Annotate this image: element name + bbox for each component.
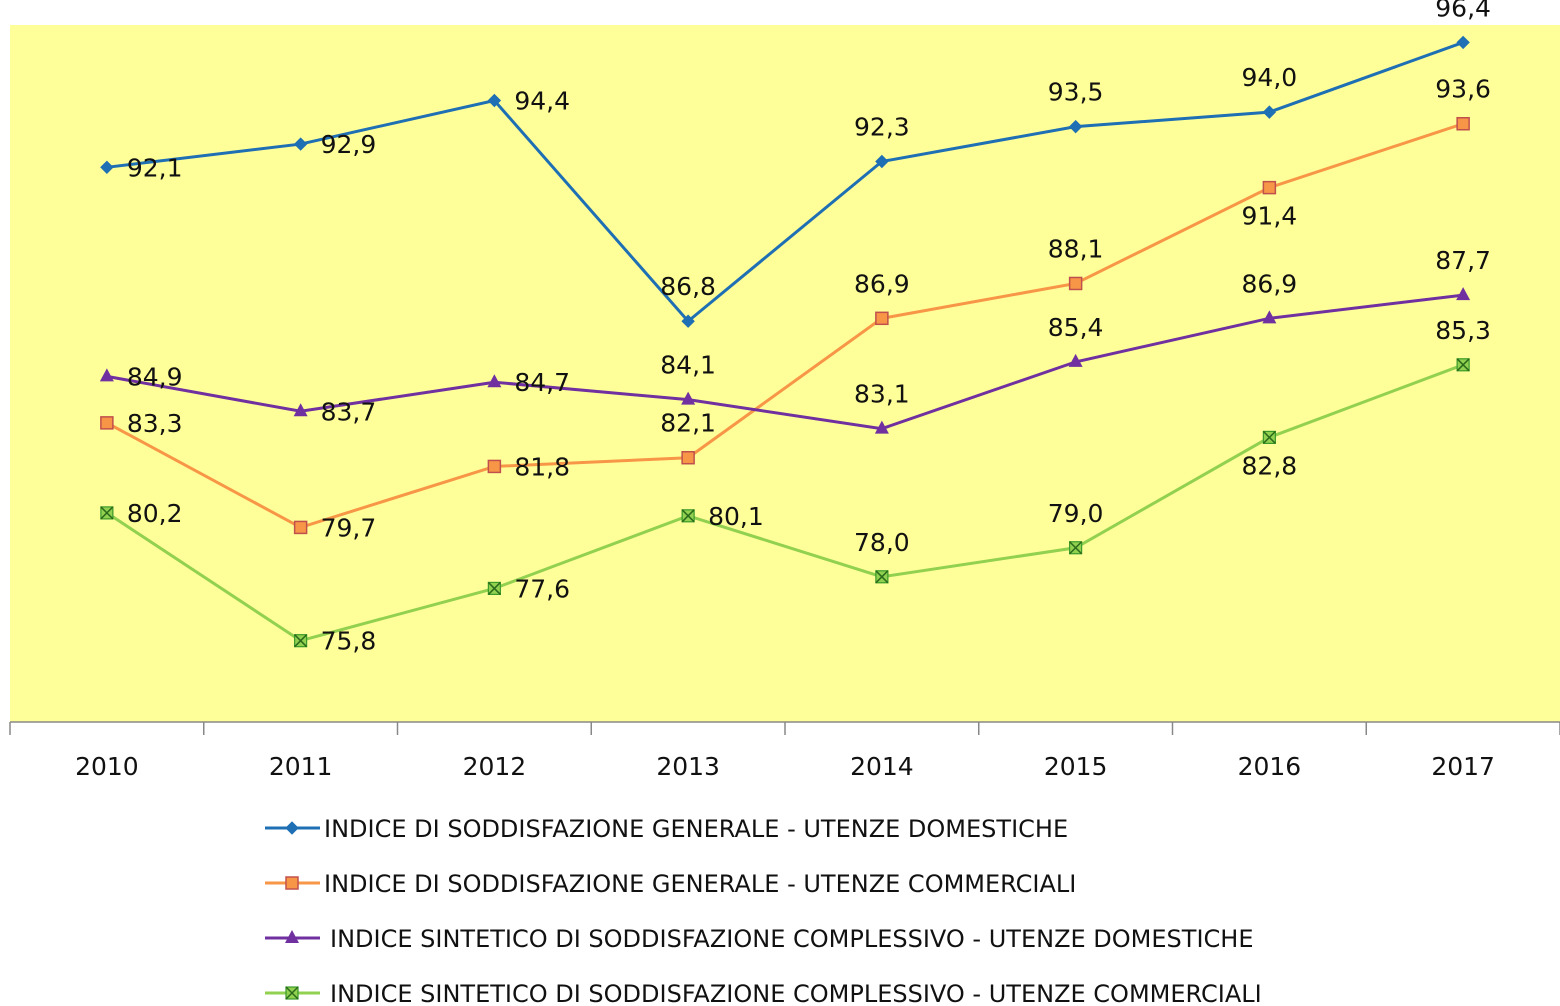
legend-label: INDICE DI SODDISFAZIONE GENERALE - UTENZ… — [324, 815, 1068, 843]
data-label: 81,8 — [514, 452, 570, 481]
data-label: 93,5 — [1048, 78, 1104, 107]
data-point — [1262, 310, 1277, 324]
series-line — [106, 293, 1464, 431]
data-point — [1068, 353, 1083, 367]
data-label: 75,8 — [321, 627, 377, 656]
data-point — [874, 420, 889, 434]
data-label: 92,9 — [321, 130, 377, 159]
legend-label: INDICE DI SODDISFAZIONE GENERALE - UTENZ… — [324, 870, 1076, 898]
data-label: 83,3 — [127, 409, 183, 438]
data-point — [875, 154, 889, 169]
x-tick-label: 2012 — [463, 752, 527, 781]
data-point — [293, 403, 308, 417]
x-tick-label: 2015 — [1044, 752, 1108, 781]
data-point — [99, 368, 114, 382]
legend-marker — [285, 821, 299, 835]
data-label: 86,8 — [660, 272, 716, 301]
x-tick-label: 2011 — [269, 752, 333, 781]
legend-marker — [285, 986, 299, 1000]
data-point — [681, 509, 695, 523]
data-point — [100, 506, 114, 520]
data-label: 79,7 — [321, 513, 377, 542]
data-point — [293, 137, 308, 151]
data-point — [1068, 119, 1083, 134]
series-line — [106, 363, 1464, 643]
data-point — [100, 416, 114, 430]
data-label: 94,4 — [514, 87, 570, 116]
data-point — [100, 160, 114, 175]
data-point — [1456, 287, 1471, 301]
data-label: 94,0 — [1242, 63, 1298, 92]
data-label: 88,1 — [1048, 234, 1104, 263]
data-point — [294, 634, 308, 648]
data-label: 84,7 — [514, 368, 570, 397]
x-tick-label: 2016 — [1238, 752, 1302, 781]
x-tick-label: 2017 — [1431, 752, 1495, 781]
data-label: 87,7 — [1435, 246, 1491, 275]
data-label: 83,1 — [854, 380, 910, 409]
x-tick-label: 2010 — [75, 752, 139, 781]
data-point — [681, 391, 696, 405]
x-tick-label: 2013 — [656, 752, 720, 781]
data-label: 78,0 — [854, 528, 910, 557]
plot-area — [10, 25, 1560, 722]
legend-label: INDICE SINTETICO DI SODDISFAZIONE COMPLE… — [330, 925, 1253, 953]
data-label: 83,7 — [321, 397, 377, 426]
series-line — [106, 122, 1464, 530]
data-label: 92,3 — [854, 112, 910, 141]
data-label: 80,1 — [708, 502, 764, 531]
data-point — [681, 314, 695, 328]
x-tick-label: 2014 — [850, 752, 914, 781]
legend-label: INDICE SINTETICO DI SODDISFAZIONE COMPLE… — [330, 980, 1262, 1006]
data-label: 92,1 — [127, 153, 183, 182]
legend-marker — [285, 876, 299, 890]
data-point — [293, 520, 308, 535]
legend-marker — [285, 930, 299, 943]
data-point — [487, 459, 502, 474]
data-point — [1456, 35, 1470, 50]
data-label: 86,9 — [854, 269, 910, 298]
data-label: 80,2 — [127, 499, 183, 528]
data-label: 93,6 — [1435, 75, 1491, 104]
data-point — [681, 450, 695, 465]
data-point — [1262, 180, 1277, 195]
data-point — [487, 93, 502, 108]
data-label: 84,9 — [127, 362, 183, 391]
data-label: 85,4 — [1048, 313, 1104, 342]
data-label: 84,1 — [660, 351, 716, 380]
data-point — [1456, 116, 1470, 131]
data-label: 82,1 — [660, 409, 716, 438]
data-point — [875, 311, 889, 326]
data-point — [1456, 358, 1470, 372]
data-label: 91,4 — [1242, 202, 1298, 231]
data-point — [1262, 430, 1276, 444]
data-label: 77,6 — [514, 574, 570, 603]
data-point — [1262, 105, 1277, 119]
data-point — [1068, 276, 1083, 291]
data-point — [875, 570, 889, 584]
data-point — [487, 581, 501, 596]
series-line — [106, 41, 1464, 324]
data-label: 79,0 — [1048, 499, 1104, 528]
data-label: 85,3 — [1435, 316, 1491, 345]
data-label: 82,8 — [1242, 451, 1298, 480]
data-label: 86,9 — [1242, 269, 1298, 298]
data-point — [487, 374, 502, 388]
data-label: 96,4 — [1435, 0, 1491, 22]
data-point — [1069, 541, 1083, 555]
